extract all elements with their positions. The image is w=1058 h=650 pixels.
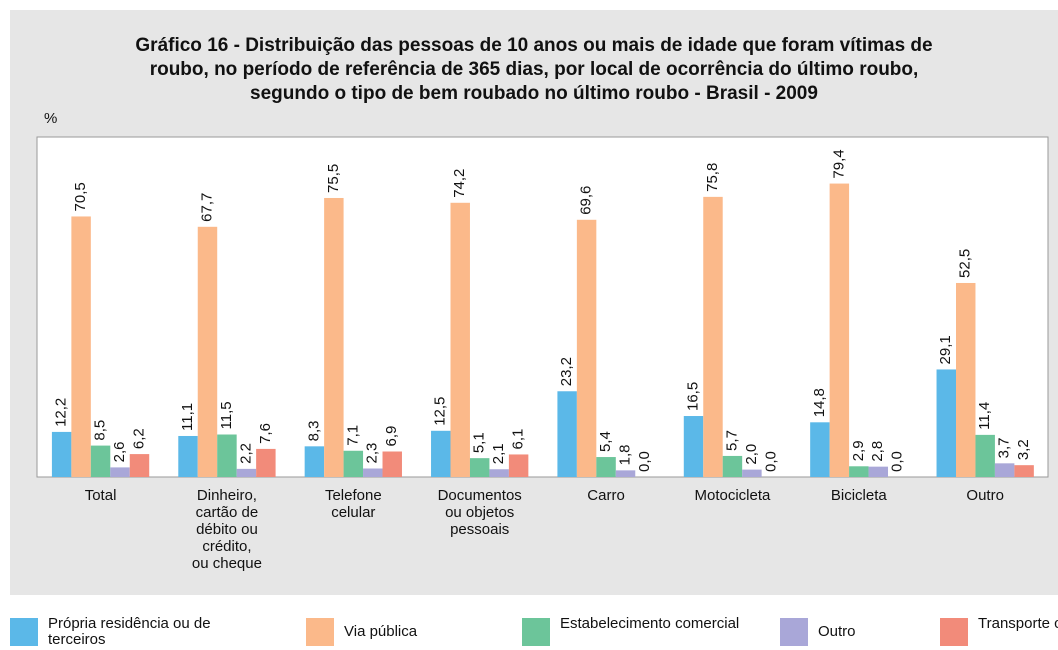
- x-tick-label: Bicicleta: [830, 487, 887, 504]
- value-label: 12,5: [432, 397, 449, 426]
- value-label: 6,2: [130, 428, 147, 449]
- legend-swatch: [306, 618, 334, 646]
- value-label: 0,0: [636, 451, 653, 472]
- bar: [955, 282, 976, 477]
- bar: [178, 435, 198, 477]
- value-label: 6,9: [383, 426, 400, 447]
- value-label: 23,2: [558, 357, 575, 386]
- value-label: 3,7: [996, 437, 1013, 458]
- value-label: 5,4: [597, 431, 614, 452]
- bar: [829, 183, 850, 477]
- value-label: 2,8: [869, 441, 886, 462]
- value-label: 67,7: [198, 193, 215, 222]
- bar: [596, 457, 616, 477]
- value-label: 7,6: [257, 423, 274, 444]
- x-tick-label: Carro: [587, 487, 625, 504]
- bar: [450, 202, 470, 478]
- x-tick-label: Telefone celular: [324, 487, 382, 521]
- bar: [129, 454, 150, 477]
- value-label: 11,1: [179, 403, 196, 431]
- value-label: 75,5: [325, 164, 342, 193]
- value-label: 7,1: [344, 425, 361, 446]
- bar: [197, 226, 218, 477]
- bar: [868, 466, 889, 477]
- value-label: 5,7: [723, 430, 740, 451]
- bar: [557, 391, 577, 477]
- bar: [994, 463, 1015, 477]
- y-axis-label: %: [44, 110, 58, 127]
- value-label: 2,0: [743, 444, 760, 465]
- legend-swatch: [780, 618, 808, 646]
- value-label: 2,1: [490, 443, 507, 464]
- bar: [576, 219, 597, 478]
- value-label: 6,1: [510, 429, 527, 450]
- bar: [489, 469, 509, 477]
- value-label: 3,2: [1015, 439, 1032, 460]
- bar: [1014, 465, 1034, 477]
- value-label: 2,2: [237, 443, 254, 464]
- bar: [110, 467, 130, 477]
- bar: [469, 458, 490, 477]
- value-label: 2,6: [111, 442, 128, 463]
- bar: [683, 416, 704, 477]
- bar: [324, 197, 344, 477]
- x-tick-label: Documentos ou objetos pessoais: [437, 487, 522, 538]
- value-label: 0,0: [762, 451, 779, 472]
- bar: [343, 450, 364, 477]
- value-label: 0,0: [889, 451, 906, 472]
- value-label: 74,2: [451, 169, 468, 198]
- bar: [256, 448, 276, 477]
- value-label: 29,1: [937, 335, 954, 364]
- value-label: 8,3: [305, 420, 322, 441]
- value-label: 52,5: [957, 249, 974, 278]
- value-label: 5,1: [471, 432, 488, 453]
- bar: [810, 422, 830, 477]
- bar: [90, 445, 111, 477]
- x-tick-label: Motocicleta: [694, 487, 771, 504]
- value-label: 12,2: [53, 398, 70, 427]
- bar: [742, 469, 762, 477]
- bar: [382, 451, 402, 477]
- bar: [363, 468, 383, 477]
- bar: [975, 434, 995, 477]
- value-label: 70,5: [72, 182, 89, 211]
- x-tick-label: Outro: [966, 487, 1004, 504]
- legend-label: Estabelecimento comercial: [560, 615, 740, 632]
- bar: [936, 369, 956, 477]
- value-label: 75,8: [704, 163, 721, 192]
- bar: [722, 455, 743, 477]
- bar: [217, 434, 237, 477]
- bar: [236, 468, 257, 477]
- x-tick-label: Dinheiro, cartão de débito ou crédito, o…: [191, 487, 262, 572]
- value-label: 2,3: [364, 443, 381, 464]
- legend-label: Outro: [818, 623, 856, 640]
- legend-label: Transporte coletivo: [978, 615, 1058, 632]
- chart-title: Gráfico 16 - Distribuição das pessoas de…: [135, 35, 933, 104]
- value-label: 2,9: [850, 440, 867, 461]
- bar: [431, 430, 451, 477]
- bar: [304, 446, 325, 477]
- x-tick-label: Total: [84, 487, 117, 504]
- legend-swatch: [522, 618, 550, 646]
- value-label: 1,8: [616, 444, 633, 465]
- legend-label: Via pública: [344, 623, 418, 640]
- value-label: 69,6: [578, 186, 595, 215]
- legend-swatch: [940, 618, 968, 646]
- legend-label: Própria residência ou de terceiros: [48, 615, 211, 648]
- bar: [508, 454, 529, 477]
- value-label: 14,8: [811, 388, 828, 417]
- value-label: 11,4: [976, 402, 993, 430]
- bar: [51, 431, 72, 477]
- value-label: 16,5: [684, 382, 701, 411]
- value-label: 79,4: [830, 149, 847, 178]
- bar: [615, 470, 636, 477]
- value-label: 8,5: [92, 420, 109, 441]
- bar: [849, 466, 869, 477]
- bar: [703, 196, 723, 477]
- legend-swatch: [10, 618, 38, 646]
- value-label: 11,5: [218, 401, 235, 429]
- bar: [71, 216, 91, 477]
